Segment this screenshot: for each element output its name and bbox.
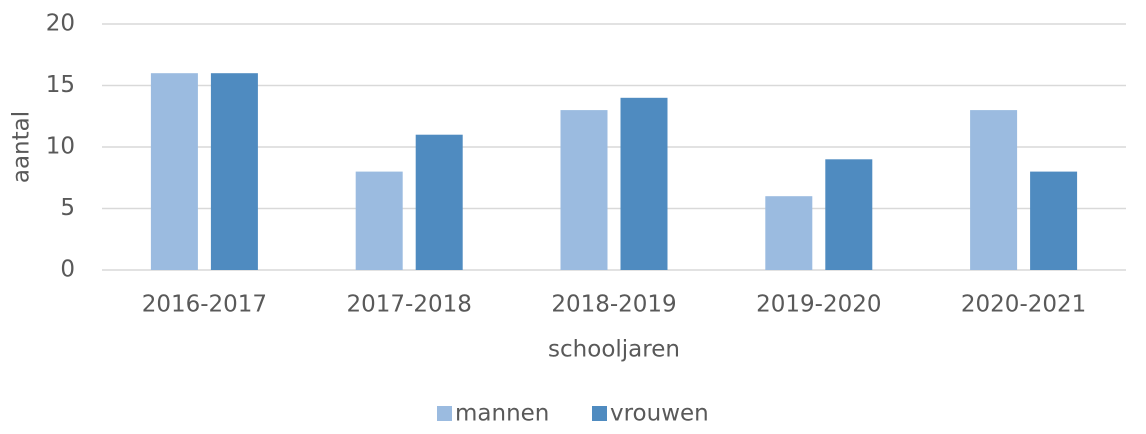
y-tick-label: 5 — [60, 195, 75, 221]
x-tick-label: 2019-2020 — [756, 292, 881, 318]
bar — [210, 73, 258, 270]
bar — [970, 110, 1018, 270]
bar — [825, 159, 873, 270]
x-tick-label: 2016-2017 — [142, 292, 267, 318]
legend-swatch — [592, 406, 607, 421]
legend-label: mannen — [455, 401, 549, 427]
bar — [355, 171, 403, 270]
bar — [150, 73, 198, 270]
bar — [620, 97, 668, 270]
y-tick-label: 0 — [60, 257, 75, 283]
legend-swatch — [437, 406, 452, 421]
x-tick-label: 2020-2021 — [961, 292, 1086, 318]
legend-label: vrouwen — [610, 401, 709, 427]
x-tick-label: 2018-2019 — [551, 292, 676, 318]
y-tick-label: 15 — [46, 72, 75, 98]
y-axis-title: aantal — [9, 111, 35, 183]
y-tick-label: 10 — [46, 134, 75, 160]
bar — [765, 196, 813, 270]
bar — [1030, 171, 1078, 270]
bar — [415, 134, 463, 270]
x-axis-title: schooljaren — [548, 337, 680, 363]
bar — [560, 110, 608, 270]
x-tick-label: 2017-2018 — [347, 292, 472, 318]
y-tick-label: 20 — [46, 11, 75, 37]
